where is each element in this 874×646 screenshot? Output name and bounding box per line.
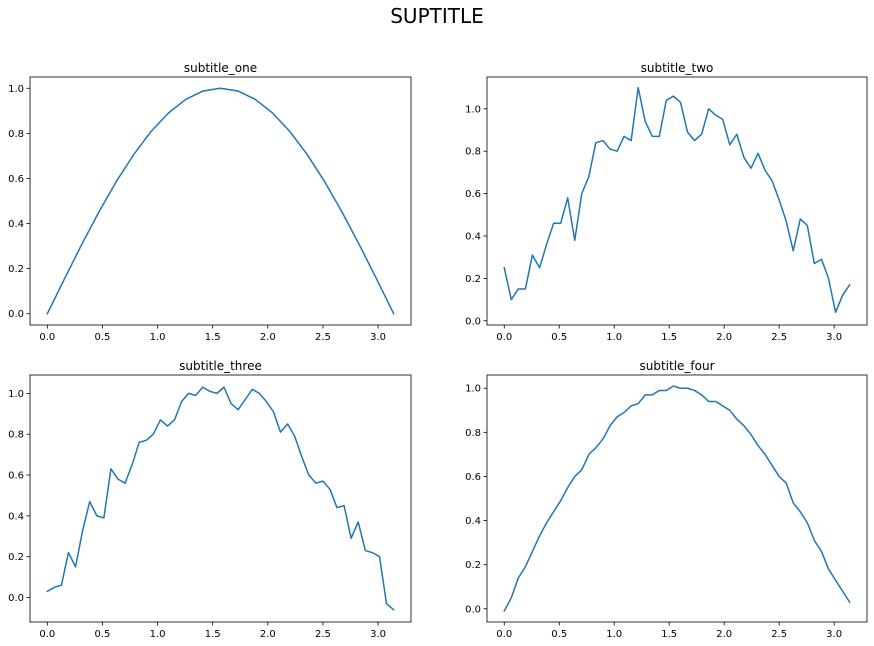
x-tick-label: 0.5 [551,629,567,640]
figure-suptitle: SUPTITLE [390,4,484,28]
y-tick-label: 0.4 [465,516,481,527]
x-tick-label: 2.5 [315,629,331,640]
x-tick-label: 1.0 [606,629,622,640]
y-tick-label: 0.6 [465,472,481,483]
y-tick-label: 0.6 [8,471,24,482]
x-tick-label: 1.5 [661,332,677,343]
y-tick-label: 1.0 [8,389,24,400]
subplot-title-4: subtitle_four [639,359,714,373]
x-tick-label: 1.5 [205,332,221,343]
subplot-title-2: subtitle_two [641,61,714,75]
x-tick-label: 2.5 [771,629,787,640]
y-tick-label: 0.2 [8,552,24,563]
x-tick-label: 1.0 [606,332,622,343]
y-tick-label: 0.4 [465,231,481,242]
y-tick-label: 0.8 [465,147,481,158]
x-tick-label: 2.5 [315,332,331,343]
x-tick-label: 3.0 [826,332,842,343]
x-tick-label: 2.5 [771,332,787,343]
series-line-2 [503,86,851,314]
y-tick-label: 0.0 [465,604,481,615]
x-tick-label: 0.5 [551,332,567,343]
y-tick-label: 0.0 [465,316,481,327]
x-tick-label: 3.0 [370,629,386,640]
y-tick-label: 1.0 [465,384,481,395]
y-tick-label: 0.6 [8,174,24,185]
x-tick-label: 0.0 [39,629,55,640]
x-tick-label: 1.0 [150,332,166,343]
y-tick-label: 0.6 [465,189,481,200]
series-line-3 [46,386,395,611]
x-tick-label: 2.0 [716,332,732,343]
axes-frame-2 [486,76,868,326]
y-tick-label: 0.2 [465,274,481,285]
x-tick-label: 2.0 [260,629,276,640]
x-tick-label: 0.0 [496,332,512,343]
y-tick-label: 0.0 [8,593,24,604]
x-tick-label: 0.5 [94,332,110,343]
x-tick-label: 1.5 [661,629,677,640]
x-tick-label: 0.0 [496,629,512,640]
axes-frame-4 [486,374,868,623]
subplot-title-1: subtitle_one [184,61,257,75]
x-tick-label: 3.0 [826,629,842,640]
axes-frame-3 [29,374,412,623]
x-tick-label: 1.0 [150,629,166,640]
y-tick-label: 0.8 [8,430,24,441]
subplot-title-3: subtitle_three [179,359,262,373]
x-tick-label: 2.0 [716,629,732,640]
y-tick-label: 0.0 [8,309,24,320]
y-tick-label: 1.0 [8,84,24,95]
axes-frame-1 [29,76,412,326]
y-tick-label: 0.2 [465,560,481,571]
y-tick-label: 0.4 [8,219,24,230]
x-tick-label: 2.0 [260,332,276,343]
y-tick-label: 0.8 [8,129,24,140]
x-tick-label: 1.5 [205,629,221,640]
series-line-1 [46,87,395,315]
x-tick-label: 0.5 [94,629,110,640]
x-tick-label: 3.0 [370,332,386,343]
y-tick-label: 1.0 [465,104,481,115]
y-tick-label: 0.8 [465,428,481,439]
series-line-4 [503,385,851,612]
x-tick-label: 0.0 [39,332,55,343]
y-tick-label: 0.2 [8,264,24,275]
y-tick-label: 0.4 [8,511,24,522]
